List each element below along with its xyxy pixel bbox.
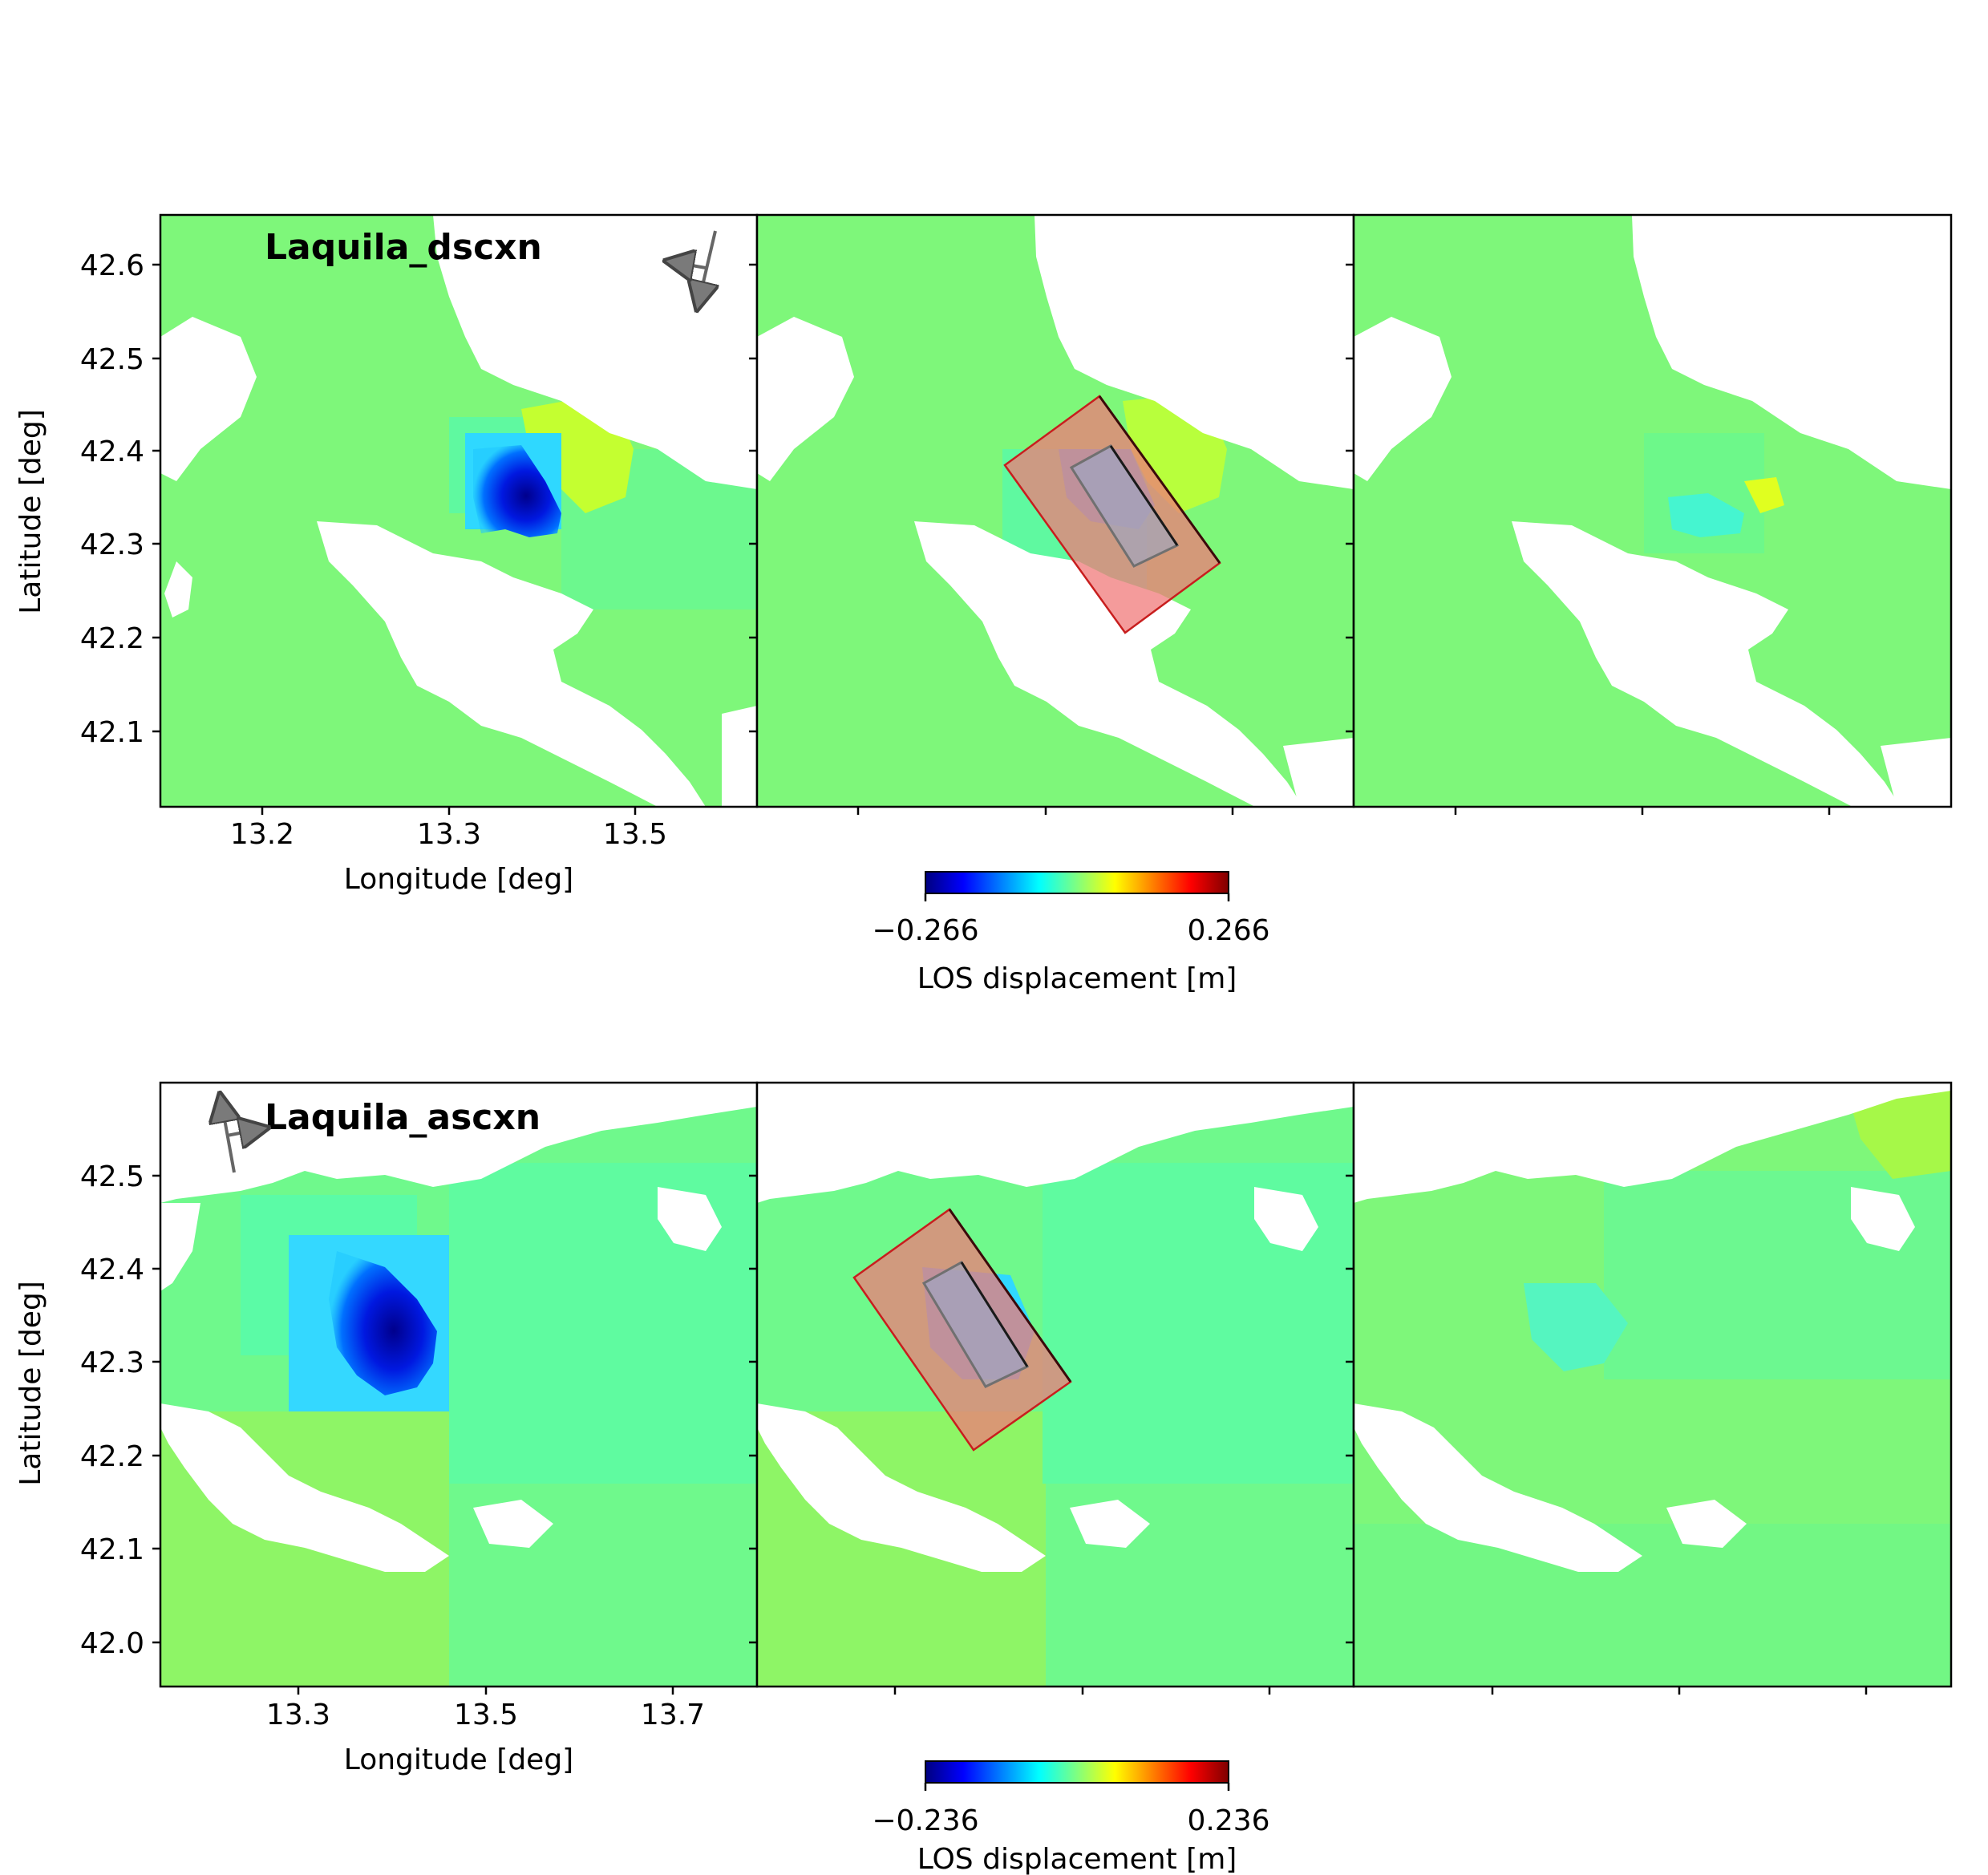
x-axis-ascxn: 13.3 13.5 13.7 Longitude [deg] [266,1687,1868,1776]
fault-top-edge [1109,445,1179,546]
colorbar-dscxn: −0.266 0.266 LOS displacement [m] [872,871,1270,995]
row-ascxn: Laquila_ascxn 42.5 42.4 42.3 42.2 42.1 4… [14,1081,1953,1875]
colorbar-max-label: 0.266 [1187,914,1269,947]
residual-yellow [1744,477,1784,513]
no-data-region [1034,215,1354,489]
x-axis-label: Longitude [deg] [344,1743,573,1776]
heading-arrow [698,230,715,306]
y-tick-label: 42.2 [80,1440,144,1473]
look-arrow [669,261,707,268]
colorbar-max-label: 0.236 [1187,1804,1269,1837]
y-tick-label: 42.5 [80,343,144,376]
no-data-region [1666,1500,1747,1548]
no-data-region [160,1083,757,1203]
panel-dscxn-residual [1354,215,1951,807]
no-data-region [164,561,192,618]
panel-dscxn-model [757,215,1354,807]
no-data-region [1354,1403,1642,1572]
no-data-region [1070,1500,1150,1548]
los-direction-arrows [669,230,715,306]
x-tick-label: 13.3 [266,1699,330,1731]
y-tick-label: 42.1 [80,716,144,749]
dataset-title: Laquila_dscxn [265,227,542,268]
y-tick-label: 42.4 [80,1253,144,1286]
row-dscxn: Laquila_dscxn 42.6 42.5 42.4 42.3 42.2 4… [14,213,1953,995]
no-data-region [1632,215,1951,489]
field-tile [1354,1524,1951,1687]
y-axis-dscxn: 42.6 42.5 42.4 42.3 42.2 42.1 Latitude [… [14,249,1354,749]
y-tick-label: 42.3 [80,1347,144,1379]
no-data-region [160,1203,200,1291]
residual-cyan [1524,1283,1628,1371]
panel-ascxn-data [160,1083,757,1687]
no-data-region [757,317,854,481]
no-data-region [1283,738,1354,807]
fault-top-edge [948,1209,1072,1383]
y-axis-label: Latitude [deg] [14,1281,47,1486]
x-tick-label: 13.5 [603,818,667,851]
panel-ascxn-residual [1354,1083,1951,1687]
no-data-region [1851,1187,1915,1251]
subsidence-blob [473,445,561,537]
y-tick-label: 42.1 [80,1533,144,1566]
no-data-region [1254,1187,1318,1251]
colorbar-label: LOS displacement [m] [917,1843,1237,1875]
colorbar-min-label: −0.266 [872,914,978,947]
x-tick-label: 13.3 [417,818,481,851]
y-tick-label: 42.3 [80,528,144,561]
y-tick-label: 42.6 [80,249,144,282]
fault-top-edge [1098,395,1221,564]
x-axis-label: Longitude [deg] [344,863,573,896]
colorbar-scale [925,1760,1229,1784]
colorbar-scale [925,871,1229,894]
y-axis-ascxn: 42.5 42.4 42.3 42.2 42.1 42.0 Latitude [… [14,1160,1354,1660]
no-data-region [658,1187,722,1251]
colorbar-min-label: −0.236 [872,1804,978,1837]
subsidence-blob [329,1251,437,1395]
x-tick-label: 13.2 [230,818,294,851]
x-axis-dscxn: 13.2 13.3 13.5 Longitude [deg] [230,807,1831,896]
no-data-region [433,215,757,489]
no-data-region [160,1403,449,1572]
no-data-region [757,1083,1354,1203]
panel-frame [1352,213,1953,808]
x-tick-label: 13.5 [454,1699,518,1731]
no-data-region [757,1403,1046,1572]
no-data-region [722,706,757,807]
no-data-region [1354,1083,1951,1203]
no-data-region [473,1500,553,1548]
y-tick-label: 42.5 [80,1160,144,1193]
panel-dscxn-data [160,215,757,807]
look-arrow [226,1128,265,1136]
residual-cyan [1668,493,1744,537]
los-direction-arrows [221,1097,265,1173]
no-data-region [1881,738,1951,807]
no-data-region [1354,317,1452,481]
panel-ascxn-model [757,1083,1354,1687]
y-tick-label: 42.0 [80,1627,144,1660]
no-data-region [160,317,257,481]
colorbar-ascxn: −0.236 0.236 LOS displacement [m] [872,1760,1270,1875]
dataset-title: Laquila_ascxn [265,1097,541,1138]
panel-frame [1352,1081,1953,1688]
no-data-region [317,521,706,807]
fault-top-edge [960,1261,1029,1367]
colorbar-label: LOS displacement [m] [917,962,1237,995]
y-axis-label: Latitude [deg] [14,409,47,614]
no-data-region [914,521,1303,807]
y-tick-label: 42.4 [80,435,144,468]
no-data-region [1512,521,1901,807]
y-tick-label: 42.2 [80,622,144,655]
x-tick-label: 13.7 [641,1699,705,1731]
